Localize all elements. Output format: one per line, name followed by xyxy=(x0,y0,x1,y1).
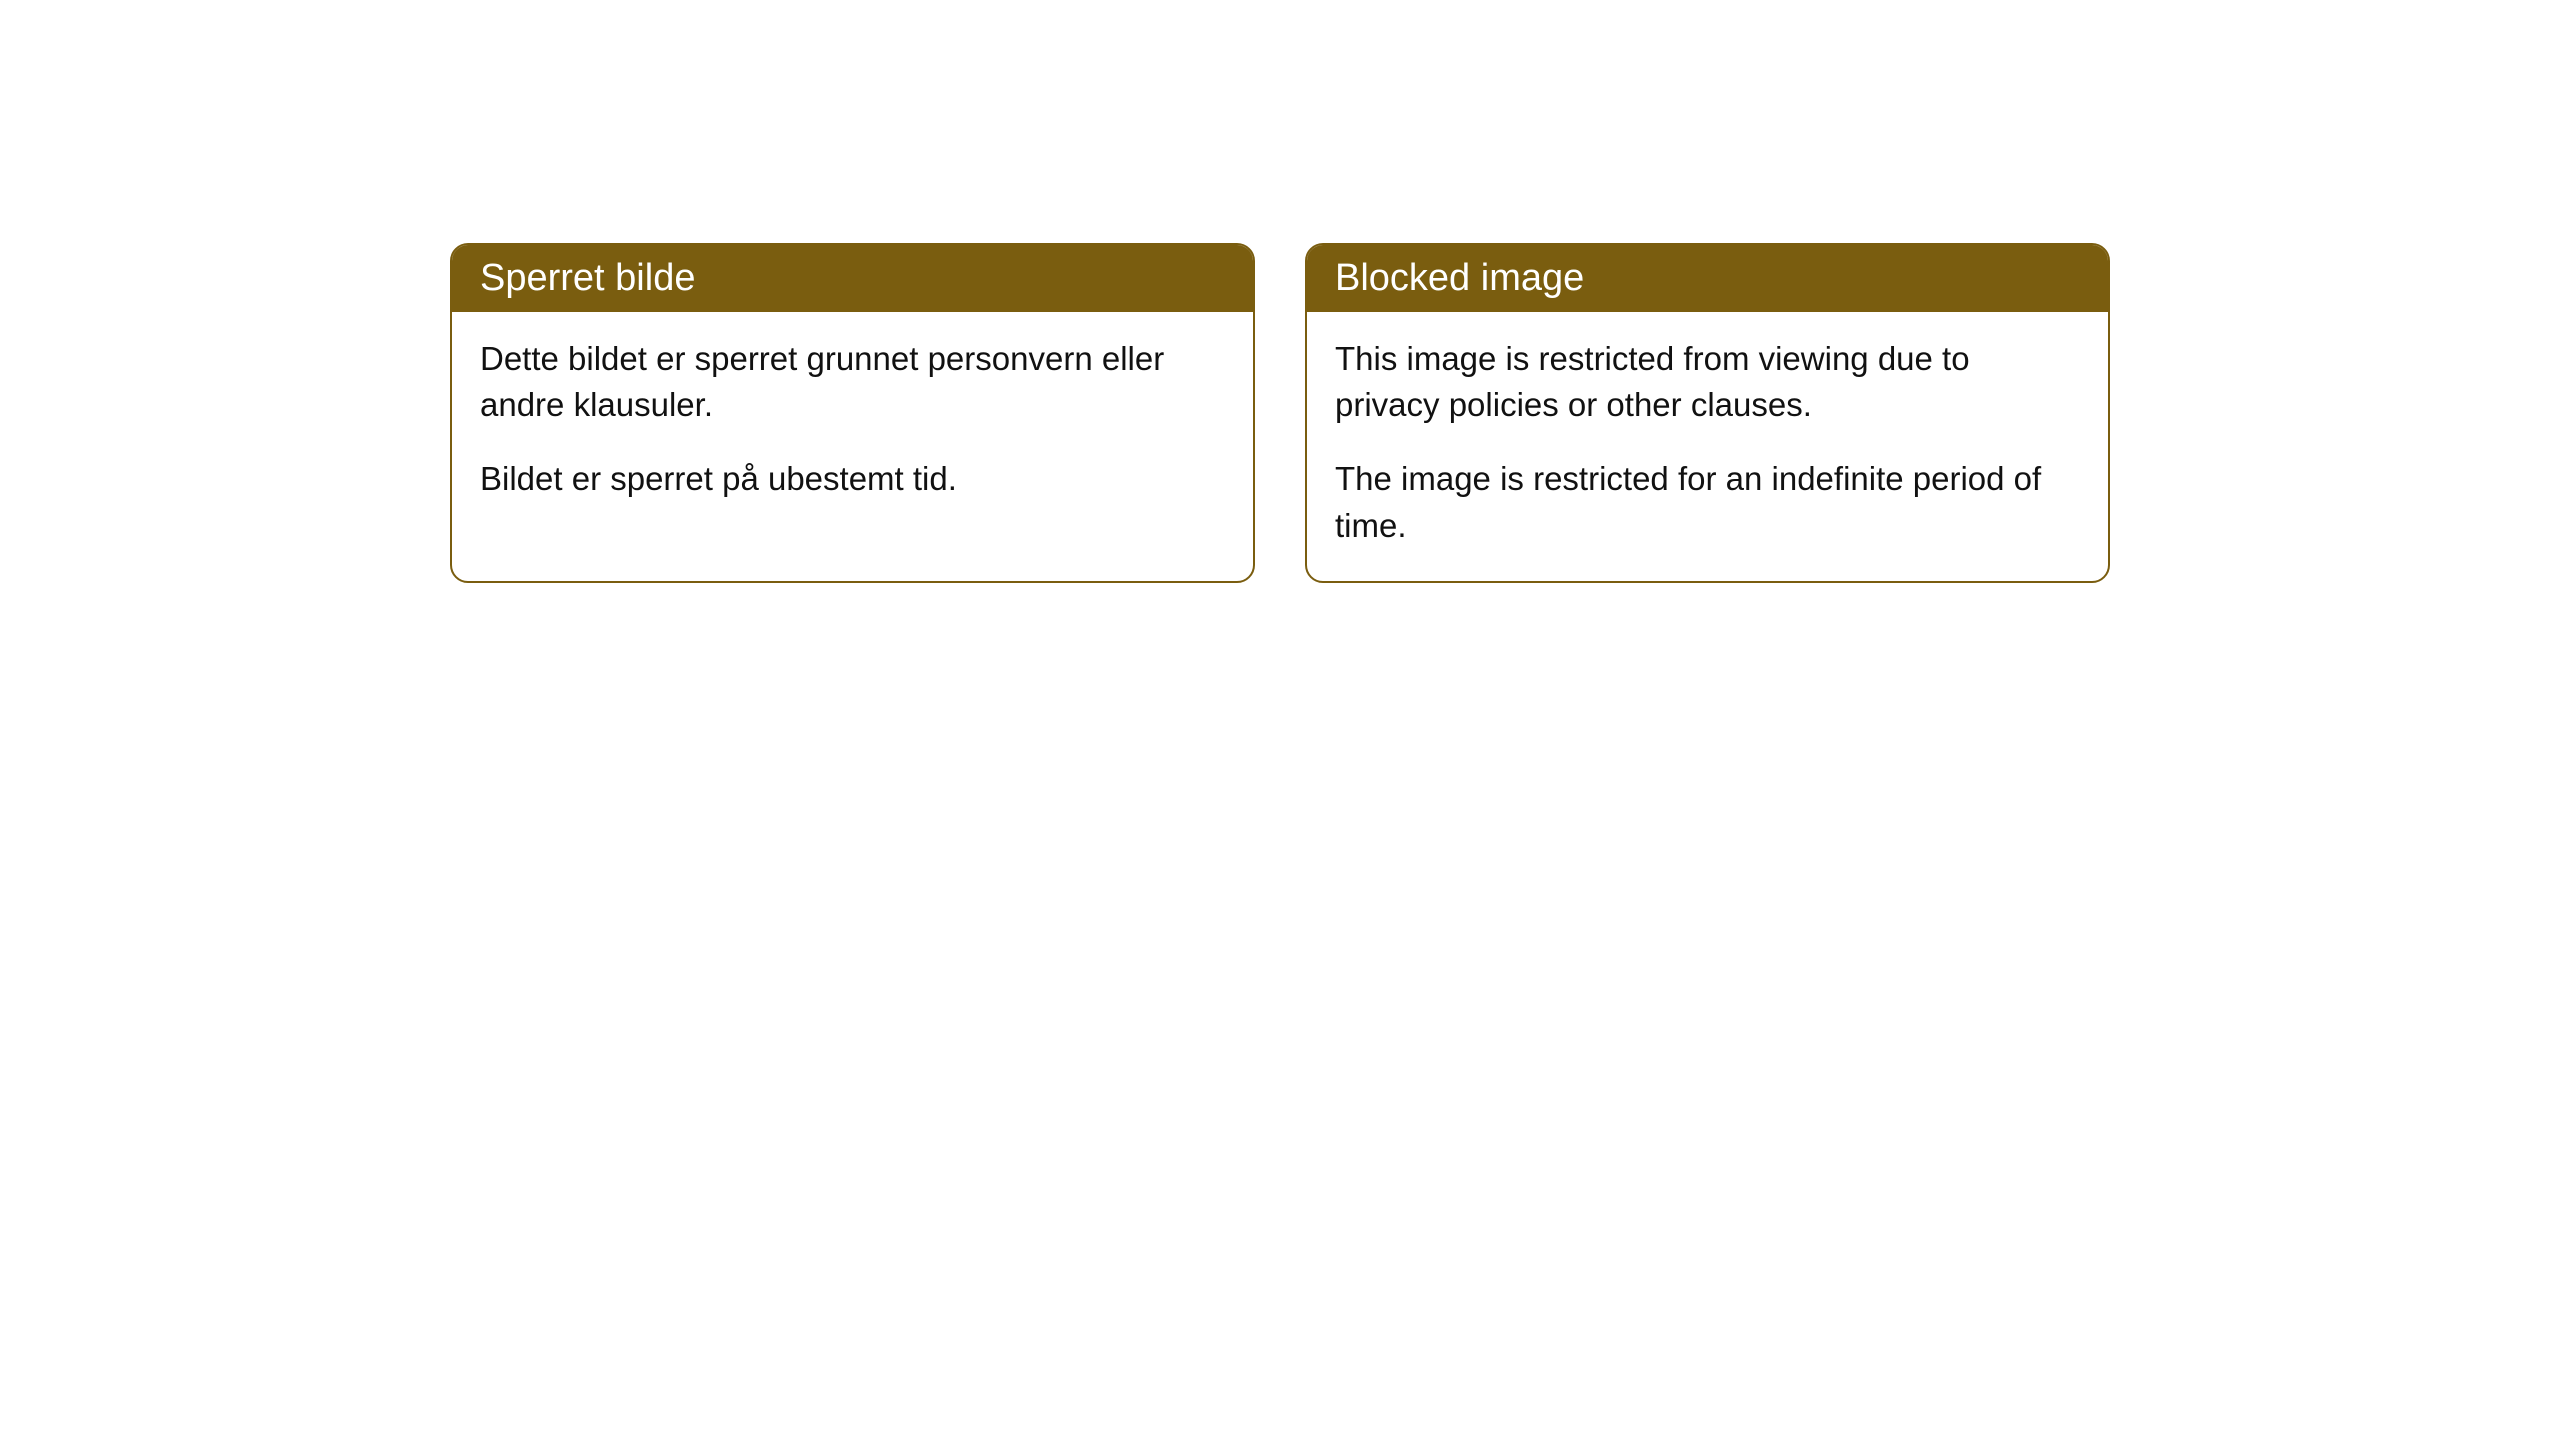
card-header-no: Sperret bilde xyxy=(452,245,1253,312)
cards-container: Sperret bilde Dette bildet er sperret gr… xyxy=(450,243,2110,583)
card-body-en: This image is restricted from viewing du… xyxy=(1307,312,2108,581)
blocked-image-card-en: Blocked image This image is restricted f… xyxy=(1305,243,2110,583)
card-paragraph-en-1: This image is restricted from viewing du… xyxy=(1335,336,2080,428)
card-body-no: Dette bildet er sperret grunnet personve… xyxy=(452,312,1253,535)
blocked-image-card-no: Sperret bilde Dette bildet er sperret gr… xyxy=(450,243,1255,583)
card-header-en: Blocked image xyxy=(1307,245,2108,312)
card-paragraph-en-2: The image is restricted for an indefinit… xyxy=(1335,456,2080,548)
card-paragraph-no-1: Dette bildet er sperret grunnet personve… xyxy=(480,336,1225,428)
card-paragraph-no-2: Bildet er sperret på ubestemt tid. xyxy=(480,456,1225,502)
